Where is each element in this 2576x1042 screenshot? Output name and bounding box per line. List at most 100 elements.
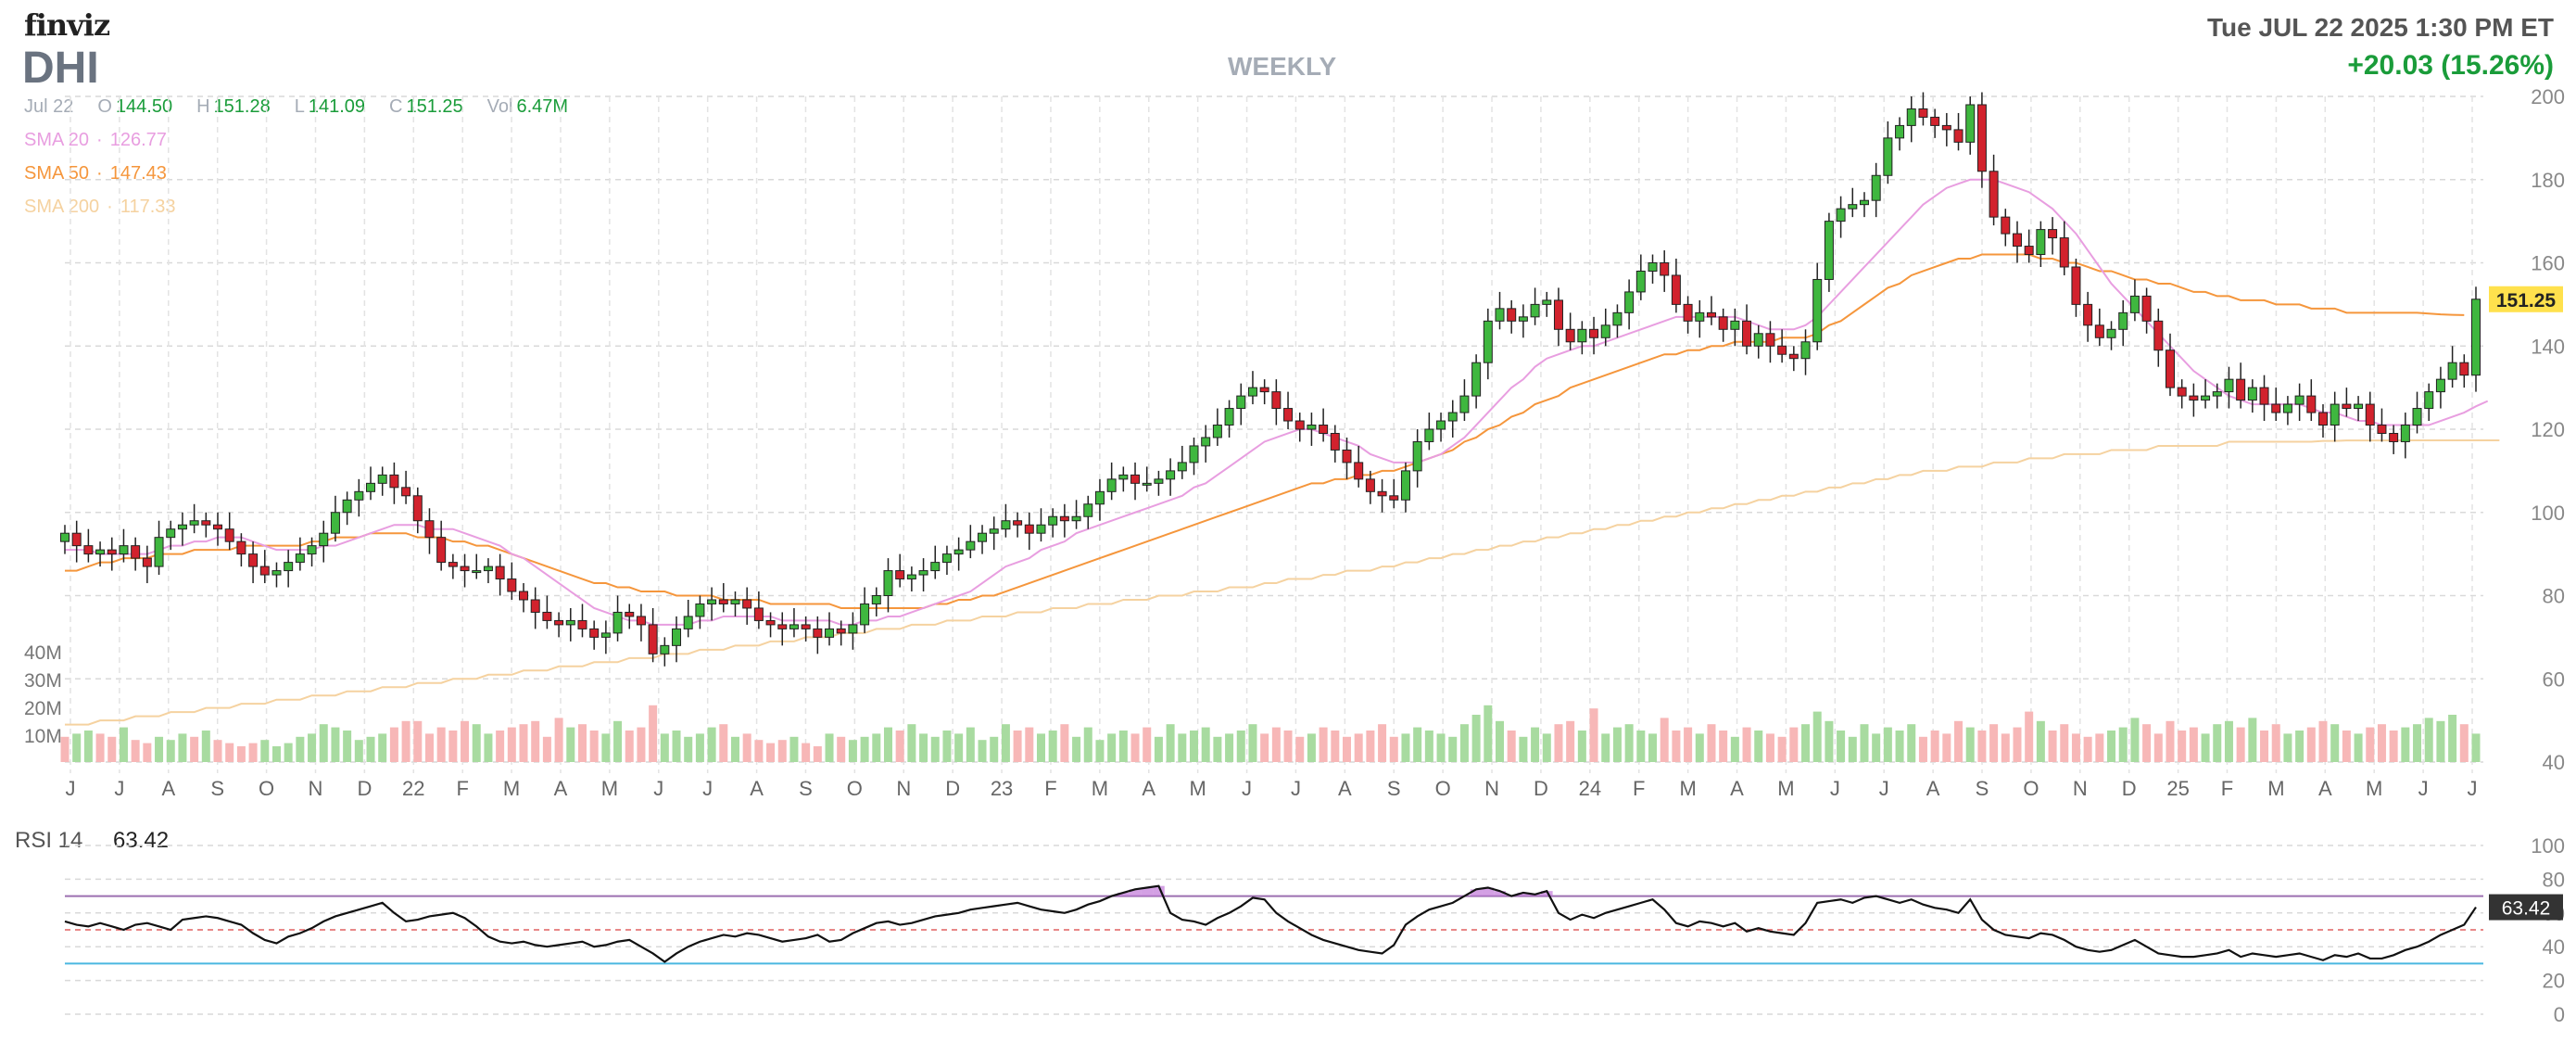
volume-bar bbox=[1013, 731, 1022, 762]
volume-bar bbox=[930, 736, 940, 762]
sma200-value: 117.33 bbox=[120, 197, 176, 217]
candle bbox=[2012, 221, 2022, 263]
rsi-overbought-fill bbox=[1141, 887, 1154, 896]
candle bbox=[1436, 413, 1446, 442]
candle bbox=[1412, 429, 1422, 488]
x-tick-label: A bbox=[1730, 777, 1744, 797]
candle-body bbox=[1671, 274, 1681, 305]
volume-bar bbox=[1566, 720, 1575, 762]
volume-label: Vol bbox=[486, 96, 513, 117]
candle-body bbox=[1577, 328, 1587, 343]
volume-bar bbox=[1130, 733, 1140, 762]
volume-bar bbox=[1413, 727, 1422, 762]
x-tick-label: M bbox=[2267, 777, 2284, 797]
volume-bar bbox=[1271, 727, 1281, 762]
volume-bar bbox=[2048, 731, 2057, 762]
volume-bar bbox=[1319, 727, 1328, 762]
volume-bar bbox=[2424, 718, 2433, 762]
y-tick-label: 140 bbox=[2531, 335, 2565, 358]
candle bbox=[236, 533, 246, 567]
candle bbox=[1706, 296, 1716, 325]
candle-body bbox=[789, 624, 799, 629]
volume-bar bbox=[236, 746, 246, 762]
volume-bar bbox=[2330, 724, 2340, 762]
candle-body bbox=[248, 553, 259, 567]
volume-bar bbox=[2389, 731, 2398, 762]
open-value: 144.50 bbox=[115, 96, 173, 117]
volume-bar bbox=[1730, 736, 1739, 762]
candle bbox=[1976, 92, 1987, 188]
candle-body bbox=[801, 624, 811, 629]
price-chart[interactable]: 40 60 80 100 120 140 160 180 200 J J A S O N D 22 F M A M J J A… bbox=[0, 0, 2576, 797]
volume-bar bbox=[83, 731, 93, 762]
volume-bar bbox=[1883, 727, 1892, 762]
candle bbox=[401, 470, 411, 504]
candle-body bbox=[330, 512, 340, 534]
volume-bar bbox=[284, 743, 293, 762]
volume-bar bbox=[2306, 727, 2316, 762]
volume-bar bbox=[1977, 731, 1987, 762]
candle-body bbox=[1836, 208, 1846, 222]
volume-bar bbox=[1719, 731, 1728, 762]
sma20-legend[interactable]: SMA 20 · 126.77 bbox=[24, 130, 167, 150]
x-tick-label: F bbox=[1633, 777, 1645, 797]
candle-body bbox=[2306, 395, 2317, 413]
candle-body bbox=[389, 474, 399, 489]
sma200-legend[interactable]: SMA 200 · 117.33 bbox=[24, 197, 176, 217]
volume-bar bbox=[637, 727, 646, 762]
volume-bar bbox=[684, 736, 693, 762]
candle bbox=[424, 508, 435, 554]
volume-bar bbox=[1001, 724, 1010, 762]
candle-body bbox=[1236, 395, 1246, 410]
x-tick-label: A bbox=[161, 777, 175, 797]
candle bbox=[765, 612, 776, 638]
volume-bar bbox=[401, 720, 410, 762]
x-tick-label: J bbox=[66, 777, 76, 797]
volume-bar bbox=[354, 740, 363, 762]
candle-body bbox=[1542, 299, 1552, 305]
candle-body bbox=[1400, 470, 1410, 501]
volume-bar bbox=[1283, 731, 1293, 762]
candle-body bbox=[2048, 229, 2058, 239]
candle bbox=[753, 591, 764, 629]
volume-bar bbox=[1236, 731, 1245, 762]
candle bbox=[1765, 321, 1775, 363]
volume-bar bbox=[331, 727, 340, 762]
volume-bar bbox=[1378, 724, 1387, 762]
candle bbox=[1683, 296, 1693, 334]
rsi-chart[interactable]: 02040608010063.42 bbox=[0, 816, 2576, 1042]
candle-body bbox=[1742, 320, 1752, 347]
candle bbox=[672, 616, 682, 663]
volume-bar bbox=[1366, 731, 1375, 762]
candle bbox=[389, 462, 399, 504]
sma50-label: SMA 50 bbox=[24, 163, 90, 184]
x-tick-label: F bbox=[1044, 777, 1056, 797]
candle bbox=[1530, 287, 1540, 325]
sma50-legend[interactable]: SMA 50 · 147.43 bbox=[24, 163, 167, 184]
candle bbox=[660, 637, 670, 667]
volume-bar bbox=[2142, 724, 2152, 762]
candle-body bbox=[2001, 216, 2011, 235]
volume-bar bbox=[1554, 724, 1563, 762]
y-tick-label: 80 bbox=[2543, 585, 2565, 608]
candle bbox=[71, 520, 82, 563]
volume-bar bbox=[895, 731, 904, 762]
candle bbox=[1271, 379, 1282, 426]
candle bbox=[1918, 92, 1928, 126]
finviz-logo[interactable]: finviz bbox=[24, 7, 110, 43]
candle-body bbox=[472, 570, 482, 574]
volume-bar bbox=[589, 731, 599, 762]
candle bbox=[1660, 250, 1670, 292]
volume-bar bbox=[271, 746, 281, 762]
volume-bar bbox=[1754, 731, 1763, 762]
candle bbox=[2471, 286, 2481, 392]
candle bbox=[1742, 304, 1752, 355]
candle bbox=[1718, 308, 1728, 342]
volume-bar bbox=[2118, 727, 2128, 762]
candle-body bbox=[648, 624, 658, 654]
candle-body bbox=[1530, 303, 1540, 318]
volume-bar bbox=[2471, 733, 2481, 762]
candle-body bbox=[1094, 490, 1105, 505]
volume-bar bbox=[1765, 733, 1774, 762]
volume-bar bbox=[1213, 736, 1222, 762]
